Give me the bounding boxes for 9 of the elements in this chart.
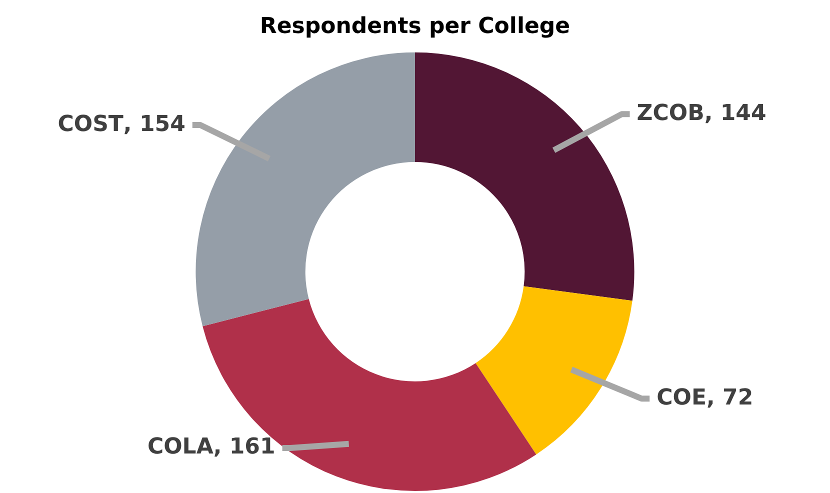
- slice-label: COST: [58, 112, 124, 137]
- slice-label: COE: [656, 385, 707, 410]
- data-label: , 144: [704, 100, 766, 126]
- chart-title: Respondents per College: [260, 14, 570, 39]
- slice-label: COLA: [147, 434, 214, 460]
- data-label: , 154: [123, 112, 186, 137]
- slice-label: ZCOB: [636, 100, 704, 126]
- data-label: , 161: [213, 434, 276, 460]
- data-label: , 72: [706, 385, 754, 410]
